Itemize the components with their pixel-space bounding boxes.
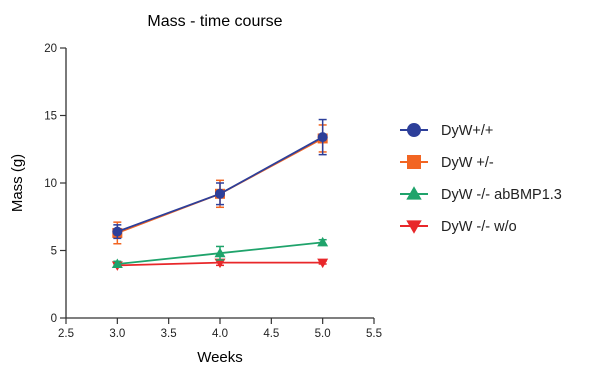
y-tick-label: 10 bbox=[44, 178, 57, 190]
legend-marker bbox=[407, 155, 421, 169]
legend-marker bbox=[407, 123, 421, 137]
legend-item-1: DyW+/+ bbox=[400, 123, 493, 139]
x-axis-label: Weeks bbox=[197, 349, 243, 366]
y-tick-label: 0 bbox=[51, 313, 57, 325]
y-ticks: 0 5 10 15 20 bbox=[44, 43, 66, 325]
x-tick-label: 3.0 bbox=[109, 328, 125, 340]
series-3 bbox=[111, 236, 329, 268]
legend-item-3: DyW -/- abBMP1.3 bbox=[400, 186, 562, 203]
plot-area bbox=[111, 118, 329, 271]
data-point bbox=[317, 132, 328, 143]
chart-title: Mass - time course bbox=[147, 13, 282, 30]
data-point bbox=[215, 188, 225, 199]
data-point bbox=[214, 258, 226, 269]
x-ticks: 2.5 3.0 3.5 4.0 4.5 5.0 5.5 bbox=[58, 318, 382, 340]
axes: 0 5 10 15 20 2.5 3.0 3.5 4.0 4.5 5.0 5.5 bbox=[44, 43, 382, 340]
y-tick-label: 20 bbox=[44, 43, 57, 55]
data-point bbox=[317, 258, 329, 269]
x-tick-label: 2.5 bbox=[58, 328, 74, 340]
data-point bbox=[112, 226, 123, 237]
data-point bbox=[214, 247, 226, 258]
data-point bbox=[317, 236, 329, 247]
legend-item-4: DyW -/- w/o bbox=[400, 219, 517, 235]
data-point bbox=[111, 258, 123, 268]
legend-label: DyW+/+ bbox=[441, 123, 493, 139]
legend-item-2: DyW +/- bbox=[400, 155, 494, 171]
legend-label: DyW -/- w/o bbox=[441, 219, 517, 235]
x-tick-label: 3.5 bbox=[161, 328, 177, 340]
x-tick-label: 5.5 bbox=[366, 328, 382, 340]
y-axis-label: Mass (g) bbox=[9, 154, 26, 212]
legend-marker bbox=[406, 220, 422, 234]
x-tick-label: 4.5 bbox=[263, 328, 279, 340]
legend-label: DyW -/- abBMP1.3 bbox=[441, 187, 562, 203]
series-1 bbox=[112, 118, 328, 240]
x-tick-label: 5.0 bbox=[315, 328, 331, 340]
y-tick-label: 5 bbox=[51, 246, 57, 258]
legend-label: DyW +/- bbox=[441, 155, 494, 171]
y-tick-label: 15 bbox=[44, 111, 57, 123]
legend: DyW+/+ DyW +/- DyW -/- abBMP1.3 DyW -/- w/o bbox=[400, 123, 562, 235]
legend-marker bbox=[406, 186, 422, 200]
x-tick-label: 4.0 bbox=[212, 328, 228, 340]
